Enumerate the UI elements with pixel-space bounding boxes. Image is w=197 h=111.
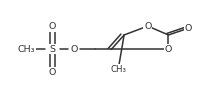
- Text: O: O: [144, 22, 151, 31]
- Text: CH₃: CH₃: [18, 45, 35, 54]
- Text: O: O: [48, 22, 56, 31]
- Text: CH₃: CH₃: [110, 65, 126, 74]
- Text: O: O: [165, 45, 172, 54]
- Text: S: S: [49, 45, 55, 54]
- Text: O: O: [70, 45, 78, 54]
- Text: O: O: [184, 24, 192, 33]
- Text: O: O: [48, 68, 56, 77]
